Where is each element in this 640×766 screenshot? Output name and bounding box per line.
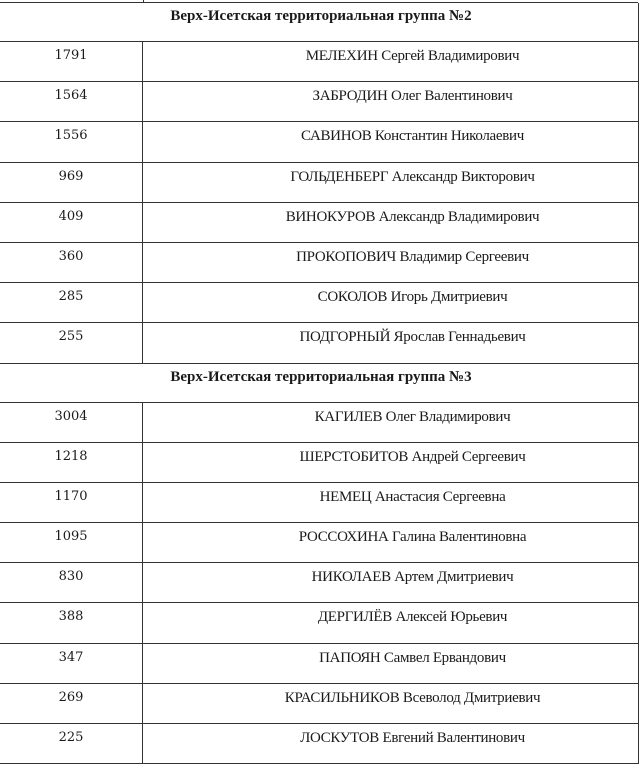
candidate-name: КАГИЛЕВ Олег Владимирович	[314, 408, 511, 425]
vote-count: 1170	[0, 482, 143, 523]
candidate-name: ДЕРГИЛЁВ Алексей Юрьевич	[317, 609, 508, 626]
table-row: 388 ДЕРГИЛЁВ Алексей Юрьевич	[0, 603, 638, 644]
vote-count: 225	[0, 724, 143, 764]
table-row: 269 КРАСИЛЬНИКОВ Всеволод Дмитриевич	[0, 683, 638, 724]
vote-count: 388	[0, 603, 143, 643]
table-row: 969 ГОЛЬДЕНБЕРГ Александр Викторович	[0, 162, 638, 203]
candidate-name: ПАПОЯН Самвел Ервандович	[319, 649, 506, 666]
vote-count: 830	[0, 563, 143, 603]
vote-count: 3004	[0, 402, 143, 442]
table-row: 1170 НЕМЕЦ Анастасия Сергеевна	[0, 482, 638, 524]
candidate-name: НЕМЕЦ Анастасия Сергеевна	[319, 488, 506, 505]
vote-count: 285	[0, 283, 143, 323]
group-header: Верх-Исетская территориальная группа №3	[0, 364, 638, 403]
table-row: 3004 КАГИЛЕВ Олег Владимирович	[0, 402, 638, 443]
table-row: 1218 ШЕРСТОБИТОВ Андрей Сергеевич	[0, 442, 638, 483]
candidate-name: НИКОЛАЕВ Артем Дмитриевич	[311, 569, 514, 586]
vote-count: 1791	[0, 42, 143, 82]
candidate-name: ПРОКОПОВИЧ Владимир Сергеевич	[296, 248, 529, 265]
candidate-name: ШЕРСТОБИТОВ Андрей Сергеевич	[299, 448, 526, 465]
group-header: Верх-Исетская территориальная группа №2	[0, 3, 638, 42]
candidate-name: ЛОСКУТОВ Евгений Валентинович	[300, 730, 525, 746]
table-row: 1556 САВИНОВ Константин Николаевич	[0, 122, 638, 163]
candidate-name: САВИНОВ Константин Николаевич	[300, 128, 525, 145]
table-row: 285 СОКОЛОВ Игорь Дмитриевич	[0, 283, 638, 324]
candidate-name: ЗАБРОДИН Олег Валентинович	[312, 88, 513, 105]
candidate-name: РОССОХИНА Галина Валентиновна	[298, 529, 527, 546]
previous-row-edge	[0, 0, 638, 3]
vote-count: 409	[0, 202, 143, 242]
table-row: 1791 МЕЛЕХИН Сергей Владимирович	[0, 42, 638, 83]
candidate-name: ПОДГОРНЫЙ Ярослав Геннадьевич	[299, 329, 526, 346]
vote-count: 255	[0, 323, 143, 363]
table-row: 225 ЛОСКУТОВ Евгений Валентинович	[0, 724, 638, 765]
vote-count: 1556	[0, 122, 143, 162]
table-row: 830 НИКОЛАЕВ Артем Дмитриевич	[0, 563, 638, 604]
vote-count: 1564	[0, 82, 143, 122]
candidate-name: КРАСИЛЬНИКОВ Всеволод Дмитриевич	[284, 689, 541, 706]
candidate-name: ГОЛЬДЕНБЕРГ Александр Викторович	[290, 168, 535, 185]
vote-count: 360	[0, 242, 143, 283]
vote-count: 969	[0, 162, 143, 202]
vote-count: 1218	[0, 442, 143, 482]
vote-count: 269	[0, 683, 143, 723]
candidate-name: ВИНОКУРОВ Александр Владимирович	[285, 208, 540, 225]
table-row: 1095 РОССОХИНА Галина Валентиновна	[0, 523, 638, 564]
table-row: 409 ВИНОКУРОВ Александр Владимирович	[0, 202, 638, 243]
table-row: 347 ПАПОЯН Самвел Ервандович	[0, 643, 638, 684]
vote-count: 1095	[0, 523, 143, 563]
results-table: Верх-Исетская территориальная группа №2 1…	[0, 3, 639, 765]
vote-count: 347	[0, 643, 143, 683]
table-row: 255 ПОДГОРНЫЙ Ярослав Геннадьевич	[0, 323, 638, 364]
column-divider	[143, 0, 144, 3]
table-row: 1564 ЗАБРОДИН Олег Валентинович	[0, 82, 638, 123]
candidate-name: СОКОЛОВ Игорь Дмитриевич	[317, 289, 508, 306]
table-row: 360 ПРОКОПОВИЧ Владимир Сергеевич	[0, 242, 638, 284]
candidate-name: МЕЛЕХИН Сергей Владимирович	[305, 48, 520, 64]
